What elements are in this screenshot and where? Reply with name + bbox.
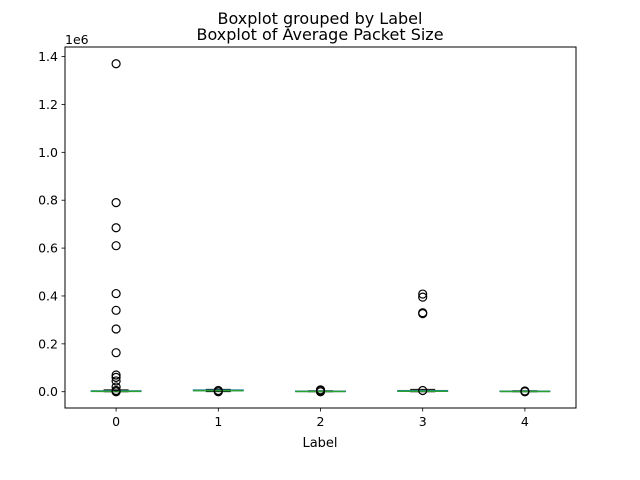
outlier-point	[111, 223, 121, 233]
outlier-point	[111, 348, 121, 358]
y-offset-label: 1e6	[65, 32, 89, 47]
outlier-point	[520, 387, 530, 397]
outlier-point	[111, 376, 121, 386]
chart-title: Boxplot of Average Packet Size	[196, 25, 443, 44]
x-tick-label: 4	[521, 414, 529, 429]
x-tick-label: 3	[419, 414, 427, 429]
outlier-point	[111, 198, 121, 208]
outlier-point	[111, 387, 121, 397]
y-tick-label: 0.2	[38, 336, 58, 351]
outlier-point	[418, 289, 428, 299]
outlier-point	[111, 370, 121, 380]
outlier-point	[111, 305, 121, 315]
outlier-point	[315, 387, 326, 397]
y-tick-label: 0.6	[38, 241, 58, 256]
y-tick-label: 1.0	[38, 145, 58, 160]
x-tick-label: 0	[112, 414, 120, 429]
y-tick-label: 1.2	[38, 97, 58, 112]
plot-area: 0.0 0.2 0.4 0.6 0.8 1.0 1.2 1.4 0 1 2 3 4	[38, 49, 551, 429]
outlier-point	[418, 292, 428, 302]
y-tick-label: 0.4	[38, 288, 58, 303]
chart-suptitle: Boxplot grouped by Label	[218, 9, 423, 28]
x-tick-label: 2	[317, 414, 325, 429]
outlier-point	[111, 241, 121, 251]
outlier-point	[418, 385, 428, 396]
outlier-point	[111, 372, 121, 382]
outlier-point	[418, 309, 428, 319]
outlier-point	[111, 324, 121, 334]
y-tick-label: 0.8	[38, 193, 58, 208]
y-tick-label: 1.4	[38, 49, 58, 64]
outlier-point	[111, 288, 121, 299]
axes-frame	[64, 46, 577, 409]
y-tick-label: 0.0	[38, 384, 58, 399]
x-tick-label: 1	[214, 414, 222, 429]
outlier-point	[111, 59, 121, 69]
x-axis-label: Label	[302, 436, 337, 451]
outlier-point	[111, 382, 121, 392]
outlier-point	[213, 387, 223, 397]
